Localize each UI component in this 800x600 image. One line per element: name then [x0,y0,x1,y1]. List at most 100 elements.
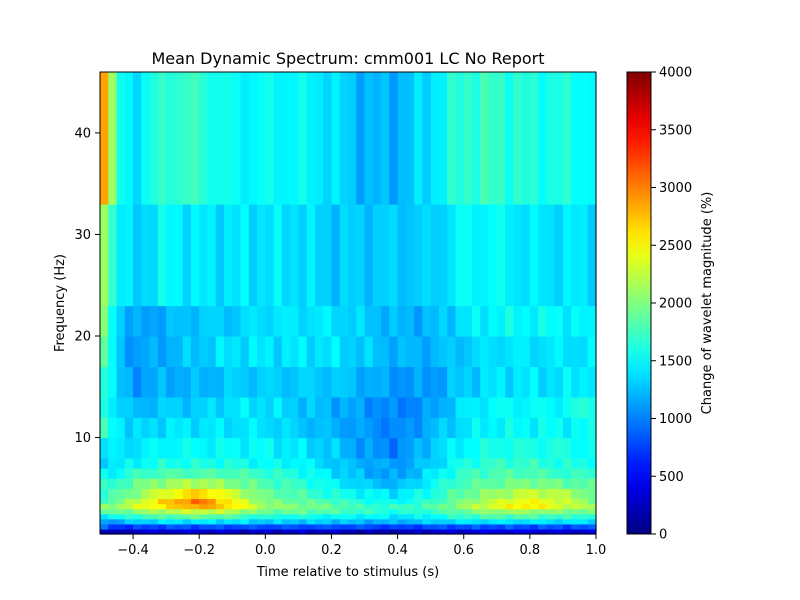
heatmap-cell [281,478,291,489]
heatmap-cell [265,468,275,479]
heatmap-cell [389,72,399,205]
heatmap-cell [430,523,440,530]
heatmap-cell [562,417,572,439]
heatmap-cell [389,513,399,520]
heatmap-cell [348,478,357,489]
heatmap-cell [323,528,333,535]
heatmap-cell [281,488,291,500]
heatmap-cell [190,518,200,525]
heatmap-cell [190,417,200,439]
heatmap-cell [149,498,159,505]
heatmap-cell [554,478,564,489]
heatmap-cell [587,72,597,205]
heatmap-cell [281,523,291,530]
heatmap-cell [579,528,589,535]
heatmap-cell [331,204,341,307]
heatmap-cell [182,336,192,368]
heatmap-cell [331,336,341,368]
heatmap-cell [505,498,514,505]
heatmap-cell [480,528,490,535]
heatmap-cell [513,437,523,459]
heatmap-cell [306,457,316,469]
heatmap-cell [414,457,423,469]
heatmap-cell [141,508,151,515]
heatmap-cell [587,366,597,398]
heatmap-cell [141,457,151,469]
heatmap-cell [273,417,283,439]
heatmap-cell [422,336,432,368]
heatmap-cell [381,457,390,469]
heatmap-cell [364,457,374,469]
heatmap-cell [587,478,597,489]
heatmap-cell [447,305,457,337]
heatmap-cell [265,396,275,418]
heatmap-cell [257,478,266,489]
heatmap-cell [323,498,333,505]
heatmap-cell [190,72,200,205]
heatmap-cell [562,478,572,489]
heatmap-cell [587,336,597,368]
heatmap-cell [505,336,514,368]
heatmap-cell [215,503,225,510]
heatmap-cell [199,523,209,530]
heatmap-cell [587,417,597,439]
heatmap-cell [224,508,233,515]
heatmap-cell [323,336,333,368]
heatmap-cell [356,457,366,469]
heatmap-cell [521,513,531,520]
heatmap-cell [273,204,283,307]
heatmap-cell [174,528,184,535]
heatmap-cell [265,336,275,368]
heatmap-cell [348,498,357,505]
heatmap-cell [207,396,217,418]
heatmap-cell [133,528,142,535]
heatmap-cell [182,528,192,535]
heatmap-cell [505,437,514,459]
heatmap-cell [438,204,448,307]
heatmap-cell [348,528,357,535]
heatmap-cell [116,488,126,500]
heatmap-cell [422,417,432,439]
heatmap-cell [488,513,498,520]
heatmap-cell [248,366,258,398]
heatmap-cell [190,478,200,489]
heatmap-cell [133,336,142,368]
heatmap-cell [529,523,539,530]
heatmap-cell [207,513,217,520]
heatmap-cell [224,437,233,459]
heatmap-cell [513,72,523,205]
heatmap-cell [149,396,159,418]
heatmap-cell [505,518,514,525]
heatmap-cell [339,457,349,469]
heatmap-cell [199,488,209,500]
heatmap-cell [331,72,341,205]
heatmap-cell [166,457,175,469]
heatmap-cell [422,478,432,489]
heatmap-cell [215,305,225,337]
heatmap-cell [306,204,316,307]
heatmap-cell [207,523,217,530]
heatmap-cell [422,508,432,515]
heatmap-cell [232,72,242,205]
heatmap-cell [232,518,242,525]
heatmap-cell [488,457,498,469]
heatmap-cell [116,513,126,520]
heatmap-cell [480,468,490,479]
heatmap-cell [100,366,109,398]
heatmap-cell [207,305,217,337]
heatmap-cell [339,528,349,535]
heatmap-cell [554,72,564,205]
heatmap-cell [521,366,531,398]
heatmap-cell [356,72,366,205]
heatmap-cell [116,396,126,418]
heatmap-cell [372,508,382,515]
heatmap-cell [372,457,382,469]
heatmap-cell [124,498,134,505]
heatmap-cell [314,468,324,479]
heatmap-cell [389,305,399,337]
heatmap-cell [529,508,539,515]
heatmap-cell [331,523,341,530]
heatmap-cell [265,503,275,510]
heatmap-cell [248,523,258,530]
heatmap-cell [372,336,382,368]
